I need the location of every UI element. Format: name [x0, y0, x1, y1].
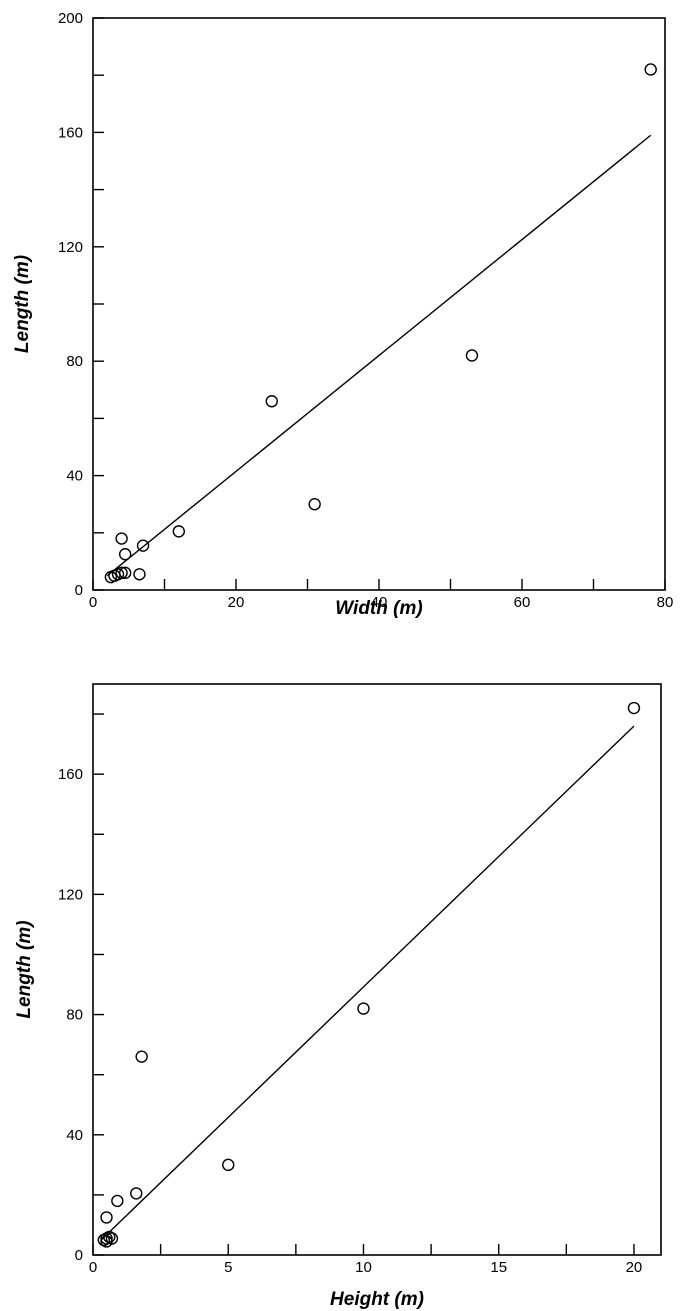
width-length-plot: 0 20 40 60 80 0 40 80 120 160 200 Width (m) Length (…	[12, 10, 673, 619]
data-point	[115, 566, 128, 580]
data-point	[357, 1002, 370, 1015]
height-length-plot: 0 5 10 15 20 0 40 80 120 160 Height (m) Length (m)	[14, 683, 662, 1310]
regression-line	[106, 134, 652, 577]
plot-frame	[92, 17, 666, 591]
x-axis-title: Width (m)	[335, 598, 422, 619]
x-tick-label: 20	[626, 1259, 643, 1276]
y-tick-label: 120	[58, 239, 83, 256]
data-point	[105, 1232, 119, 1245]
data-point	[627, 701, 641, 715]
y-tick-label: 80	[66, 353, 83, 370]
x-tick-label: 10	[355, 1259, 372, 1276]
data-point	[222, 1158, 235, 1172]
data-point	[135, 1050, 148, 1063]
y-tick-label: 80	[66, 1007, 83, 1024]
x-tick-label: 20	[228, 594, 245, 611]
y-tick-label: 160	[58, 766, 83, 783]
data-point	[308, 498, 321, 511]
data-point	[465, 349, 479, 362]
x-axis-title: Height (m)	[330, 1289, 424, 1310]
data-point	[265, 395, 278, 408]
data-point	[133, 568, 146, 581]
y-tick-label: 0	[75, 582, 83, 599]
data-point	[118, 548, 132, 561]
data-point	[115, 532, 128, 545]
y-axis-title: Length (m)	[12, 255, 33, 353]
y-tick-label: 40	[66, 468, 83, 485]
data-point	[644, 63, 657, 76]
x-tick-label: 80	[657, 594, 674, 611]
x-tick-label: 0	[89, 594, 97, 611]
x-tick-label: 0	[89, 1259, 97, 1276]
regression-line	[100, 725, 635, 1241]
y-tick-label: 160	[58, 124, 83, 141]
data-point	[136, 539, 150, 552]
y-tick-label: 120	[58, 886, 83, 903]
y-tick-label: 0	[75, 1247, 83, 1264]
data-point	[100, 1211, 113, 1224]
data-point	[130, 1187, 143, 1200]
data-point	[172, 525, 186, 538]
y-tick-label: 40	[66, 1127, 83, 1144]
y-tick-label: 200	[58, 10, 83, 27]
data-point	[111, 1194, 124, 1208]
x-tick-label: 15	[490, 1259, 507, 1276]
y-axis-title: Length (m)	[14, 920, 35, 1018]
x-tick-label: 5	[224, 1259, 232, 1276]
plot-frame	[92, 683, 662, 1256]
x-tick-label: 40	[371, 594, 388, 611]
x-tick-label: 60	[514, 594, 531, 611]
data-point	[118, 566, 132, 580]
